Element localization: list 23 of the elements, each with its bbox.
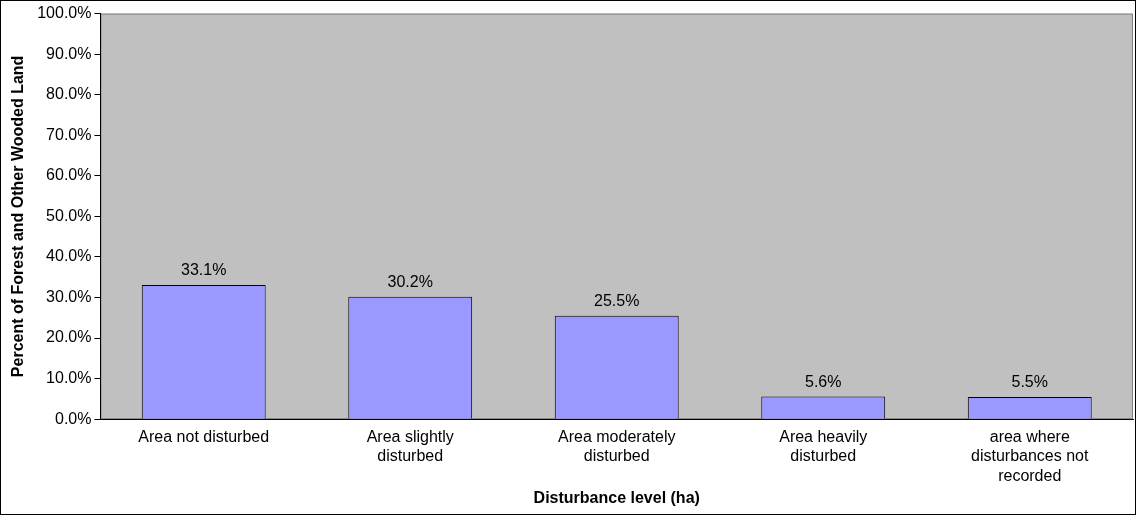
y-tick-label: 20.0% (46, 328, 92, 346)
y-axis-title: Percent of Forest and Other Wooded Land (9, 55, 27, 378)
data-label: 30.2% (387, 273, 433, 291)
data-label: 33.1% (181, 261, 227, 279)
y-tick-label: 50.0% (46, 206, 92, 224)
x-axis-title: Disturbance level (ha) (533, 488, 700, 506)
x-tick-label: Area not disturbed (138, 428, 270, 446)
y-tick-label: 30.0% (46, 287, 92, 305)
y-tick-label: 0.0% (55, 409, 92, 427)
x-tick-label: Area heavily disturbed (779, 428, 868, 465)
x-tick-label: Area slightly disturbed (366, 428, 454, 465)
data-label: 25.5% (594, 292, 640, 310)
y-tick-label: 60.0% (46, 166, 92, 184)
x-tick-label: area where disturbances not recorded (971, 428, 1089, 484)
y-tick-label: 80.0% (46, 85, 92, 103)
y-tick-label: 90.0% (46, 44, 92, 62)
y-tick-label: 100.0% (37, 4, 92, 22)
y-tick-label: 70.0% (46, 125, 92, 143)
x-tick-label: Area moderately disturbed (558, 428, 676, 465)
y-tick-label: 10.0% (46, 369, 92, 387)
y-tick-label: 40.0% (46, 247, 92, 265)
data-label: 5.6% (805, 372, 842, 390)
data-label: 5.5% (1011, 373, 1048, 391)
